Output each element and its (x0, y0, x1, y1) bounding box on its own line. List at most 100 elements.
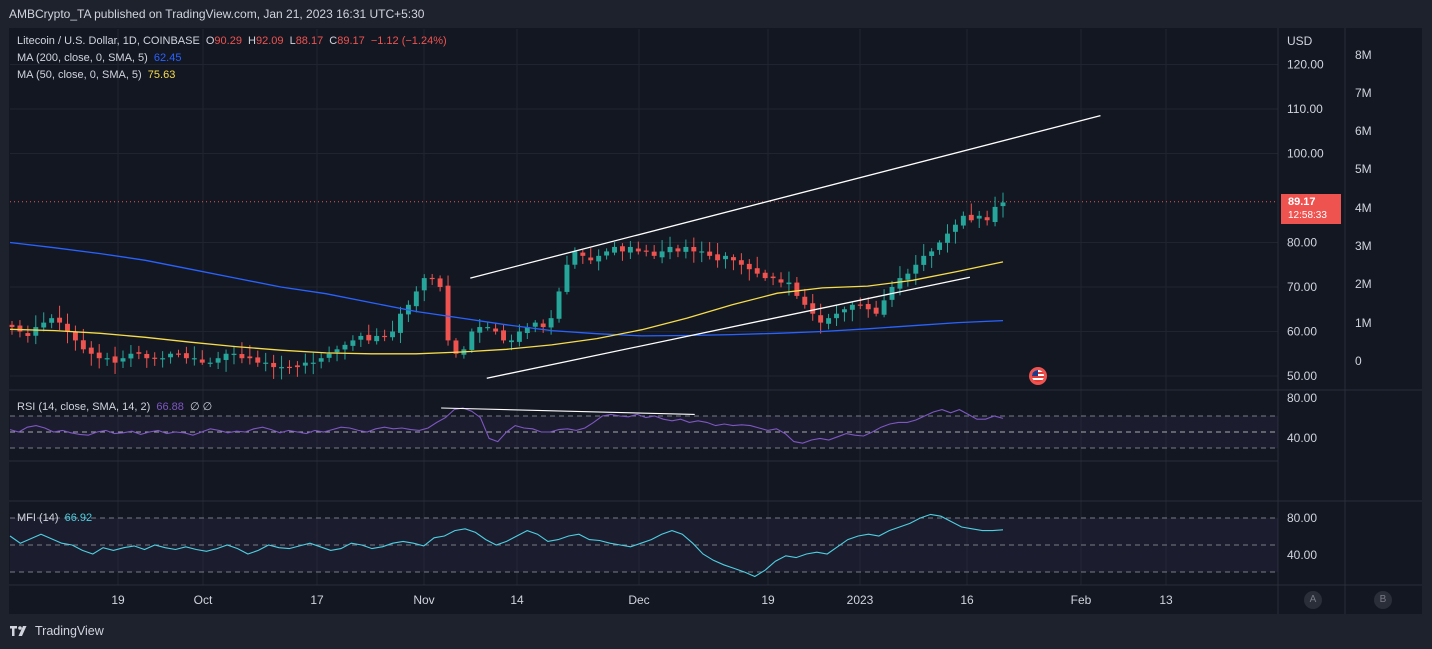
symbol-name[interactable]: Litecoin / U.S. Dollar, 1D, COINBASE (17, 35, 200, 47)
candle-body (635, 248, 641, 252)
price-tick-label: 70.00 (1287, 280, 1317, 294)
time-tick-label: 2023 (847, 593, 874, 607)
candle-body (413, 291, 419, 307)
time-tick-label: Dec (628, 593, 649, 607)
candle-body (770, 276, 776, 279)
ma50-legend[interactable]: MA (50, close, 0, SMA, 5) 75.63 (17, 69, 178, 81)
currency-label: USD (1287, 34, 1313, 48)
auto-scale-button[interactable]: A (1304, 591, 1322, 609)
candle-body (921, 255, 927, 265)
candle-body (445, 285, 451, 341)
candle-body (287, 366, 292, 369)
candle-body (9, 324, 15, 328)
candle-body (794, 282, 800, 296)
time-tick-label: 19 (761, 593, 775, 607)
mfi-tick-label: 40.00 (1287, 548, 1317, 562)
candle-body (516, 331, 522, 342)
rsi-tick-label: 40.00 (1287, 431, 1317, 445)
candle-body (841, 309, 847, 313)
candle-body (619, 246, 625, 252)
candle-body (33, 327, 39, 336)
rsi-line (9, 407, 1004, 444)
log-scale-button[interactable]: B (1374, 591, 1392, 609)
pane-dividers (9, 28, 1422, 614)
candle-body (382, 335, 388, 338)
candle-body (231, 353, 237, 355)
candle-body (715, 254, 721, 261)
publisher-header: AMBCrypto_TA published on TradingView.co… (9, 7, 425, 21)
candle-body (548, 318, 554, 328)
candle-body (239, 354, 245, 359)
volume-tick-label: 6M (1355, 124, 1372, 138)
candle-body (57, 317, 63, 323)
symbol-legend: Litecoin / U.S. Dollar, 1D, COINBASE O90… (17, 35, 450, 47)
candle-body (191, 358, 197, 360)
candle-body (826, 318, 832, 324)
candle-body (723, 255, 728, 260)
candle-body (564, 264, 570, 292)
candle-body (746, 263, 752, 270)
candle-body (350, 340, 356, 346)
candle-body (691, 247, 697, 252)
price-tick-label: 60.00 (1287, 325, 1317, 339)
candle-body (485, 327, 491, 329)
open-label: O (205, 35, 215, 47)
price-tick-label: 110.00 (1287, 102, 1323, 116)
candle-body (612, 246, 617, 253)
candle-body (738, 260, 744, 265)
candle-body (945, 233, 950, 243)
us-flag-event-icon[interactable] (1029, 367, 1047, 385)
candle-body (929, 251, 935, 256)
candle-body (437, 278, 443, 287)
candle-body (540, 323, 546, 328)
price-tick-label: 120.00 (1287, 58, 1324, 72)
time-tick-label: Nov (413, 593, 434, 607)
candle-body (199, 359, 205, 363)
candle-body (675, 248, 681, 252)
candle-body (524, 327, 530, 334)
candle-body (1000, 202, 1006, 207)
rsi-extra: ∅ ∅ (189, 401, 213, 413)
high-label: H (248, 35, 256, 47)
candle-body (992, 206, 998, 223)
time-tick-label: 16 (960, 593, 974, 607)
rsi-legend[interactable]: RSI (14, close, SMA, 14, 2) 66.88 ∅ ∅ (17, 400, 215, 413)
candle-body (247, 356, 253, 359)
volume-tick-label: 2M (1355, 277, 1372, 291)
channel-lower-line (486, 276, 971, 379)
candle-body (778, 279, 784, 283)
candle-body (366, 334, 372, 341)
rsi-divergence-line (441, 407, 695, 415)
close-value: 89.17 (337, 35, 365, 47)
candle-body (968, 214, 974, 221)
candle-body (952, 224, 958, 232)
candle-body (786, 282, 792, 285)
candle-body (960, 215, 966, 226)
candle-body (334, 349, 340, 353)
time-tick-label: 19 (111, 593, 125, 607)
candle-body (810, 303, 816, 314)
candle-body (556, 291, 562, 319)
candle-body (730, 257, 736, 261)
candle-body (802, 296, 808, 305)
ma200-legend[interactable]: MA (200, close, 0, SMA, 5) 62.45 (17, 52, 184, 64)
countdown: 12:58:33 (1288, 210, 1327, 221)
time-tick-label: 13 (1159, 593, 1173, 607)
candle-body (976, 215, 982, 219)
candle-body (152, 357, 158, 359)
candle-body (453, 340, 459, 354)
candle-body (207, 362, 213, 364)
candle-body (509, 340, 514, 343)
candle-body (588, 257, 594, 261)
candle-body (96, 352, 102, 359)
candle-body (659, 251, 665, 258)
candle-body (596, 255, 602, 262)
mfi-value: 66.92 (64, 512, 93, 524)
rsi-tick-label: 80.00 (1287, 391, 1317, 405)
volume-tick-label: 4M (1355, 201, 1372, 215)
candle-body (627, 246, 633, 253)
candle-body (215, 358, 221, 363)
mfi-pane (9, 513, 1278, 578)
mfi-legend[interactable]: MFI (14) 66.92 (17, 512, 95, 524)
candle-body (25, 333, 31, 336)
